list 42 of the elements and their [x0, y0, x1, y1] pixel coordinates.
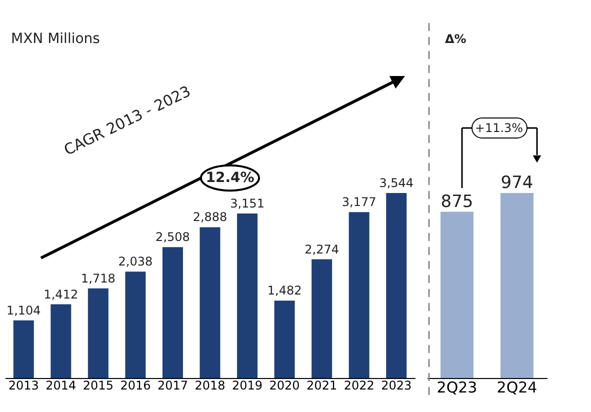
bar	[348, 212, 370, 378]
x-tick-label: 2018	[194, 378, 226, 392]
text: +11.3%	[474, 121, 524, 135]
data-label: 2,038	[118, 254, 153, 269]
data-label: 1,482	[267, 284, 302, 298]
bar	[162, 247, 183, 378]
bar	[50, 304, 72, 378]
data-label: 1,104	[6, 303, 41, 318]
data-label: 1,718	[81, 271, 116, 286]
bar	[274, 300, 295, 378]
x-tick-label: 2015	[82, 378, 114, 392]
x-tick-label: 2013	[8, 378, 39, 392]
text: Δ%	[445, 32, 466, 46]
data-label: 1,412	[44, 287, 78, 302]
data-label: 3,544	[379, 176, 414, 190]
x-tick-label: 2020	[269, 378, 300, 392]
x-tick-label: 2Q23	[436, 378, 478, 396]
x-tick-label: 2021	[306, 378, 338, 392]
bar	[125, 272, 146, 378]
text: CAGR 2013 - 2023	[61, 82, 194, 160]
data-label: 2,274	[304, 242, 339, 256]
data-label: 2,508	[156, 230, 190, 244]
x-tick-label: 2016	[120, 378, 151, 392]
data-label: 974	[500, 173, 534, 193]
x-tick-label: 2019	[232, 378, 263, 392]
bar	[200, 227, 220, 378]
x-tick-label: 2022	[344, 378, 374, 392]
data-label: 875	[440, 192, 474, 212]
bar	[13, 320, 34, 378]
text: 12.4%	[206, 170, 254, 186]
x-tick-label: 2017	[157, 378, 188, 392]
bar	[312, 259, 332, 378]
data-label: 3,151	[230, 196, 264, 211]
x-tick-label: 2Q24	[496, 378, 538, 396]
x-tick-label: 2014	[46, 378, 76, 392]
text: MXN Millions	[11, 31, 100, 47]
data-label: 2,888	[192, 210, 228, 224]
bar	[88, 288, 108, 378]
bar	[237, 214, 258, 378]
x-tick-label: 2023	[381, 378, 412, 392]
bar	[386, 193, 407, 378]
data-label: 3,177	[342, 195, 376, 210]
